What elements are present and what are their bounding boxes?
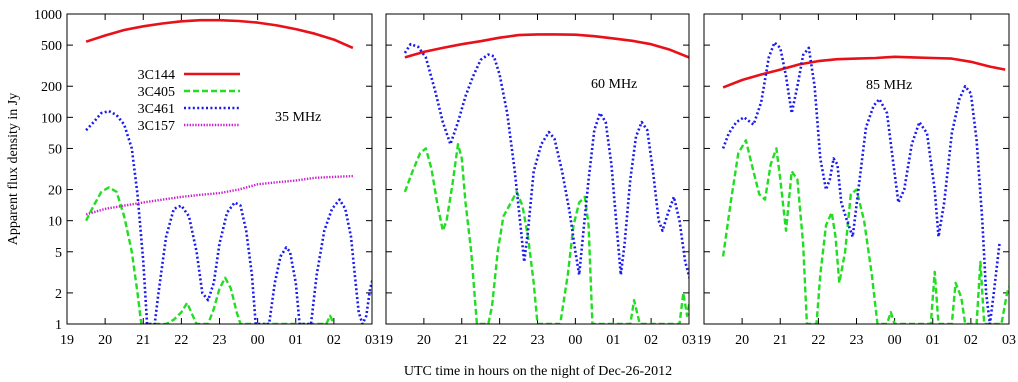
x-tick-label: 03	[365, 333, 379, 348]
legend-label: 3C461	[138, 102, 175, 117]
panel-35mhz: 1 2 5 10 20 50 100 200 500 1000 19 20 21 22 23 00 01 02 03…	[34, 8, 379, 348]
y-tick-label: 500	[41, 39, 62, 54]
x-tick-label: 21	[773, 333, 787, 348]
x-tick-label: 00	[888, 333, 902, 348]
y-tick-label: 50	[48, 142, 62, 157]
y-tick-label: 100	[41, 111, 62, 126]
x-tick-label: 01	[289, 333, 303, 348]
x-tick-label: 00	[251, 333, 265, 348]
x-tick-label: 19	[60, 333, 74, 348]
series-line-3c461	[85, 109, 372, 324]
y-tick-label: 20	[48, 184, 62, 199]
x-tick-label: 03	[1002, 333, 1016, 348]
x-tick-label: 22	[811, 333, 825, 348]
panel-85mhz: 19 20 21 22 23 00 01 02 03 85 MHz	[697, 13, 1016, 348]
x-tick-label: 20	[417, 333, 431, 348]
y-tick-label: 5	[55, 246, 62, 261]
x-tick-label: 20	[98, 333, 112, 348]
y-tick-label: 1000	[34, 8, 62, 23]
series-line-3c144	[85, 18, 354, 50]
x-tick-label: 02	[327, 333, 341, 348]
y-tick-label: 1	[55, 318, 62, 333]
x-tick-label: 22	[493, 333, 507, 348]
x-tick-label: 01	[926, 333, 940, 348]
series-line-3c461	[403, 42, 689, 281]
x-tick-label: 19	[379, 333, 393, 348]
x-tick-label: 22	[174, 333, 188, 348]
legend: 3C144 3C405 3C461 3C157	[138, 68, 240, 134]
x-tick-label: 02	[964, 333, 978, 348]
panel-annotation: 85 MHz	[866, 78, 912, 93]
x-tick-label: 00	[568, 333, 582, 348]
legend-label: 3C405	[138, 85, 175, 100]
series-line-3c461	[721, 41, 1001, 324]
series-line-3c405	[721, 139, 1009, 324]
x-tick-label: 19	[697, 333, 711, 348]
x-tick-label: 20	[735, 333, 749, 348]
y-tick-label: 10	[48, 215, 62, 230]
x-tick-label: 23	[531, 333, 545, 348]
legend-label: 3C157	[138, 119, 175, 134]
x-tick-label: 21	[136, 333, 150, 348]
series-line-3c144	[722, 55, 1006, 89]
series-line-3c157	[85, 174, 353, 216]
x-tick-label: 21	[455, 333, 469, 348]
x-tick-label: 03	[682, 333, 696, 348]
x-tick-label: 23	[213, 333, 227, 348]
series-line-3c144	[404, 33, 689, 59]
series-line-3c405	[403, 143, 689, 324]
x-axis-label: UTC time in hours on the night of Dec-26…	[404, 364, 672, 379]
legend-label: 3C144	[138, 68, 175, 83]
y-axis-label: Apparent flux density in Jy	[6, 93, 21, 245]
panel-60mhz: 19 20 21 22 23 00 01 02 03 60 MHz	[379, 13, 696, 348]
x-tick-label: 23	[850, 333, 864, 348]
y-tick-label: 200	[41, 80, 62, 95]
series-line-3c405	[85, 186, 335, 324]
x-tick-label: 01	[606, 333, 620, 348]
x-tick-label: 02	[644, 333, 658, 348]
panel-annotation: 60 MHz	[591, 77, 637, 92]
panel-annotation: 35 MHz	[275, 110, 321, 125]
y-tick-label: 2	[55, 287, 62, 302]
